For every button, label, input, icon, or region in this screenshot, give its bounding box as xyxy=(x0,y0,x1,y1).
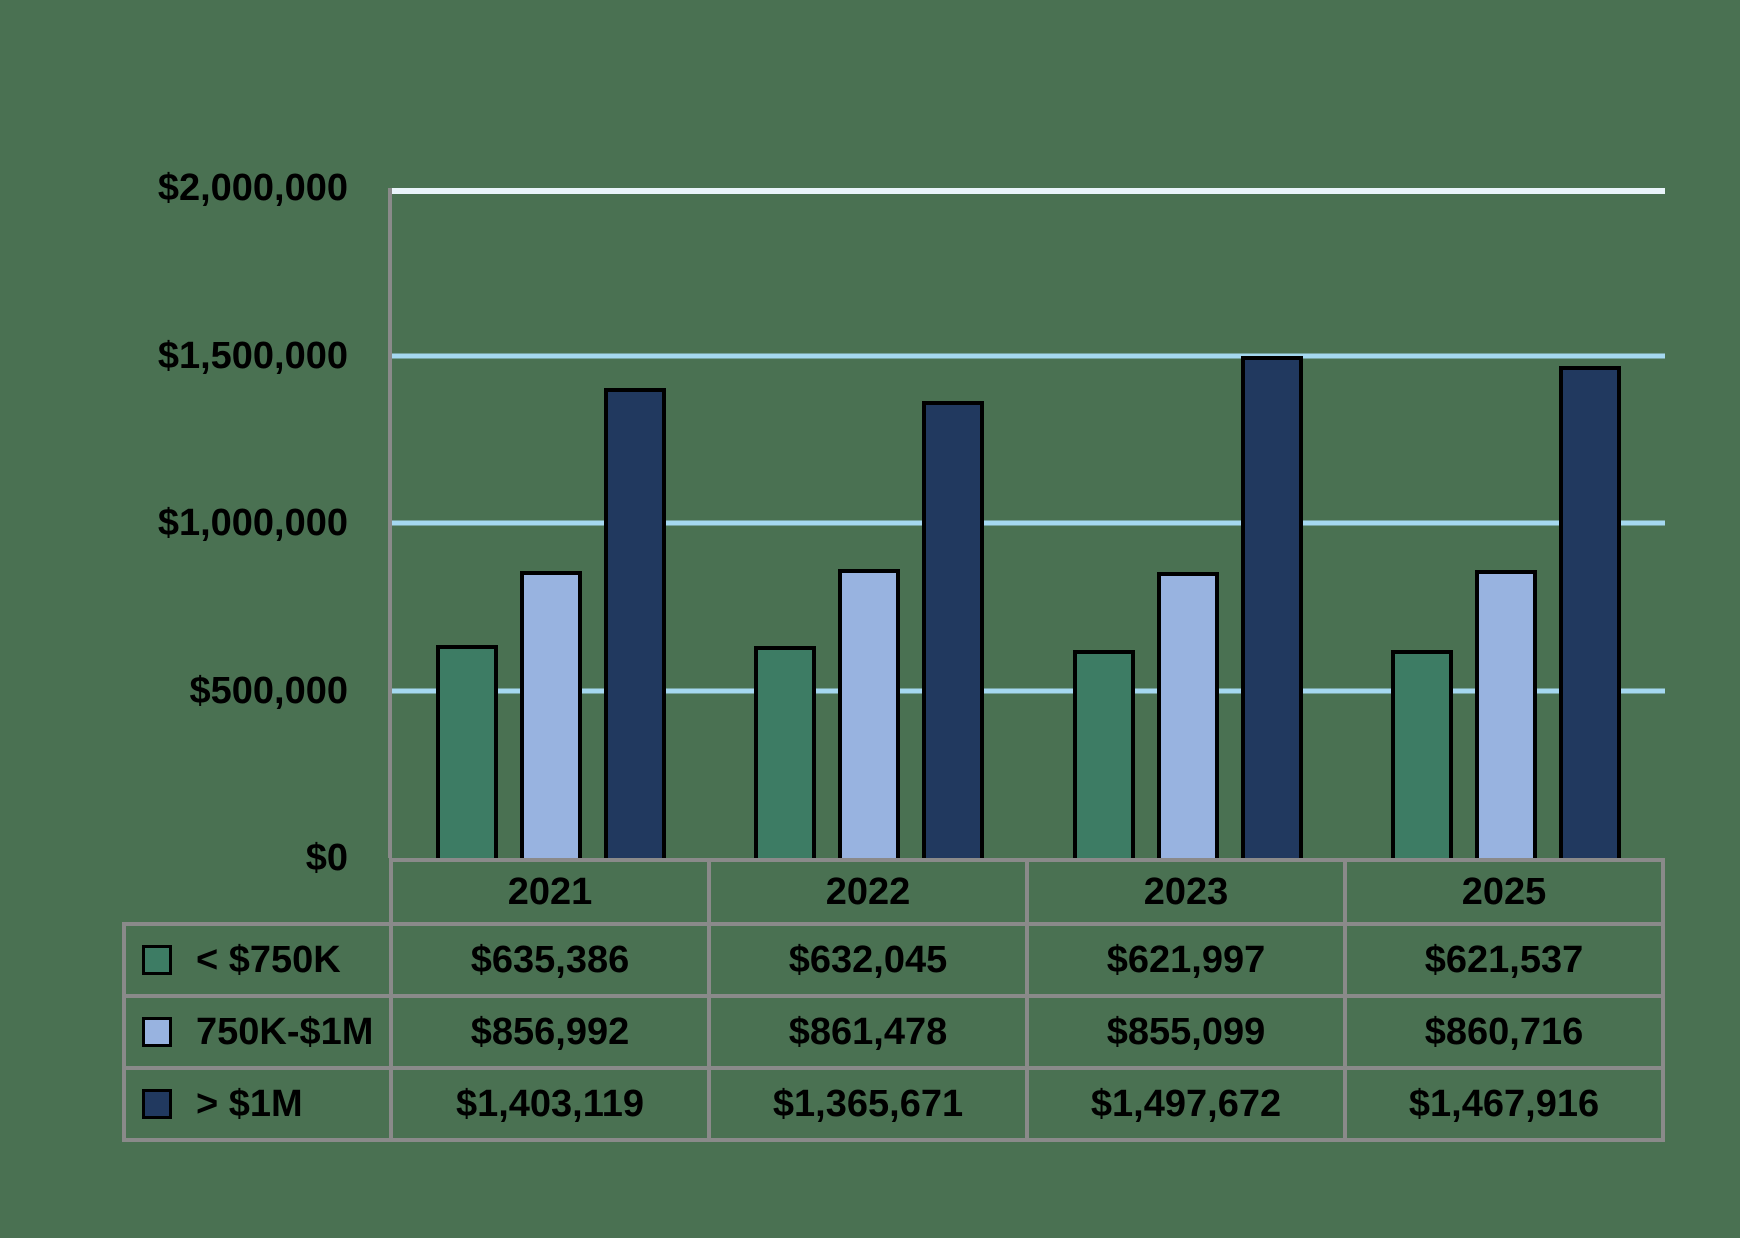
year-header-cell: 2022 xyxy=(711,862,1025,922)
bar-groups xyxy=(392,188,1665,858)
legend-label: < $750K xyxy=(196,938,341,981)
bar-group-2023 xyxy=(1029,188,1347,858)
value-cell: $1,497,672 xyxy=(1029,1070,1343,1138)
gridline-500000 xyxy=(392,688,1665,693)
y-tick-label: $500,000 xyxy=(189,669,349,712)
bar-2022-gt-1m xyxy=(922,400,985,858)
value-cell: $621,537 xyxy=(1347,926,1661,994)
y-tick-label: $1,500,000 xyxy=(157,334,348,377)
year-header-cell: 2023 xyxy=(1029,862,1343,922)
bar-2021-lt-750k xyxy=(436,645,499,858)
value-cell: $1,403,119 xyxy=(393,1070,707,1138)
gridline-2000000 xyxy=(392,188,1665,194)
bar-2022-lt-750k xyxy=(754,646,817,858)
legend-swatch-750k-1m xyxy=(142,1017,172,1047)
legend-swatch-lt-750k xyxy=(142,945,172,975)
y-tick-label: $2,000,000 xyxy=(157,167,348,209)
value-cell: $856,992 xyxy=(393,998,707,1066)
bar-group-2025 xyxy=(1347,188,1665,858)
value-cell: $621,997 xyxy=(1029,926,1343,994)
value-cell: $855,099 xyxy=(1029,998,1343,1066)
bar-2021-gt-1m xyxy=(604,388,667,858)
bar-2023-gt-1m xyxy=(1240,356,1303,858)
legend-item-gt-1m: > $1M xyxy=(126,1070,389,1138)
plot-area xyxy=(388,188,1665,858)
legend-label: > $1M xyxy=(196,1082,303,1125)
bar-2025-lt-750k xyxy=(1390,649,1453,858)
bar-2023-750k-1m xyxy=(1156,571,1219,858)
y-tick-label: $1,000,000 xyxy=(157,502,348,544)
year-header-cell: 2025 xyxy=(1347,862,1661,922)
legend-swatch-gt-1m xyxy=(142,1089,172,1119)
bar-group-2021 xyxy=(392,188,710,858)
bar-2025-750k-1m xyxy=(1474,569,1537,858)
gridline-1000000 xyxy=(392,520,1665,526)
legend-item-lt-750k: < $750K xyxy=(126,926,389,994)
gridline-1500000 xyxy=(392,353,1665,358)
y-tick-label: $0 xyxy=(305,837,348,879)
legend-label: 750K-$1M xyxy=(196,1010,374,1053)
legend-item-750k-1m: 750K-$1M xyxy=(126,998,389,1066)
bar-2023-lt-750k xyxy=(1072,649,1135,858)
data-table: < $750K $635,386 $632,045 $621,997 $621,… xyxy=(122,922,1665,1142)
bar-2025-gt-1m xyxy=(1558,366,1621,858)
year-header-cell: 2021 xyxy=(393,862,707,922)
table-year-header-row: 2021 2022 2023 2025 xyxy=(389,858,1665,926)
bar-2021-750k-1m xyxy=(520,570,583,858)
value-cell: $1,467,916 xyxy=(1347,1070,1661,1138)
value-cell: $632,045 xyxy=(711,926,1025,994)
bar-group-2022 xyxy=(710,188,1028,858)
value-cell: $861,478 xyxy=(711,998,1025,1066)
value-cell: $635,386 xyxy=(393,926,707,994)
value-cell: $860,716 xyxy=(1347,998,1661,1066)
value-cell: $1,365,671 xyxy=(711,1070,1025,1138)
bar-2022-750k-1m xyxy=(838,569,901,858)
